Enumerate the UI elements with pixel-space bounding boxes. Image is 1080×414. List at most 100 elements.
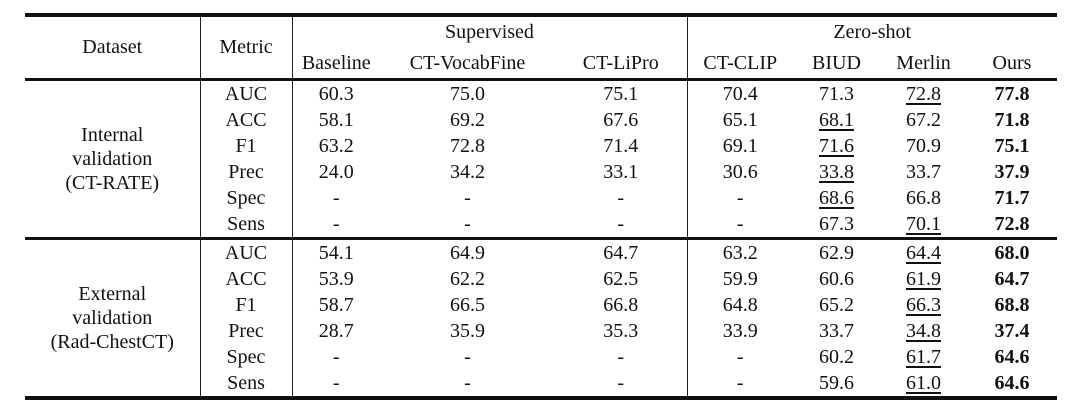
value-cell: - — [686, 344, 793, 370]
value-cell: 28.7 — [318, 319, 354, 342]
col-header-ours: Ours — [967, 48, 1057, 81]
table-row: Internal validation (CT-RATE) AUC 60.3 75.0 75… — [25, 79, 1057, 194]
value-cell: 67.2 — [906, 108, 941, 131]
value-cell: 64.6 — [994, 371, 1030, 394]
value-cell: 33.1 — [603, 160, 639, 183]
group-header-zero-shot: Zero-shot — [686, 15, 1057, 48]
value-cell: 66.8 — [603, 293, 639, 316]
value-cell: 24.0 — [318, 160, 354, 183]
value-cell: 75.0 — [450, 82, 485, 105]
value-cell: - — [617, 371, 625, 394]
dataset-label: External validation (Rad-ChestCT) — [25, 237, 200, 398]
value-cell: 68.0 — [967, 237, 1057, 266]
value-cell: 69.1 — [686, 133, 793, 159]
metric-cell: Prec — [199, 318, 293, 344]
value-cell: 34.2 — [450, 160, 485, 183]
value-cell: - — [686, 185, 793, 211]
dataset-label-line: Internal — [81, 124, 144, 146]
value-cell: 35.3 — [603, 319, 639, 342]
col-header-metric: Metric — [199, 15, 293, 81]
table-row: Spec - - - - 60.2 61.7 64.6 — [25, 344, 1057, 370]
value-cell: - — [617, 345, 625, 368]
table-row: External validation (Rad-ChestCT) AUC 54.1 64… — [25, 237, 1057, 398]
value-cell: 63.2 — [686, 237, 793, 266]
value-cell: - — [464, 371, 471, 394]
value-cell: 30.6 — [686, 159, 793, 185]
value-cell: 70.1 — [906, 212, 941, 235]
value-cell: 33.8 — [819, 160, 854, 183]
value-cell: 64.4 — [880, 237, 967, 266]
col-header-baseline: Baseline — [292, 48, 380, 81]
value-cell: 71.3 — [819, 82, 854, 105]
value-cell: - — [332, 345, 340, 368]
value-cell: 68.6 — [819, 186, 854, 209]
value-cell: 61.0 — [906, 371, 941, 394]
metric-cell: F1 — [199, 292, 293, 318]
dataset-label-line: (Rad-ChestCT) — [50, 331, 174, 353]
value-cell: - — [332, 212, 340, 235]
col-header-merlin: Merlin — [880, 48, 967, 81]
value-cell: 71.6 — [819, 134, 854, 157]
table-row: Prec 24.0 34.2 33.1 30.6 33.8 33.7 37.9 — [25, 159, 1057, 185]
value-cell: 75.1 — [603, 82, 639, 105]
dataset-label-line: External — [78, 283, 147, 305]
value-cell: - — [332, 186, 340, 209]
value-cell: - — [686, 370, 793, 398]
metric-cell: AUC — [199, 79, 293, 107]
table-row: ACC 53.9 62.2 62.5 59.9 60.6 61.9 64.7 — [25, 266, 1057, 292]
value-cell: 72.8 — [994, 212, 1030, 235]
value-cell: 64.7 — [555, 237, 687, 266]
table-row: F1 58.7 66.5 66.8 64.8 65.2 66.3 68.8 — [25, 292, 1057, 318]
value-cell: 59.9 — [686, 266, 793, 292]
metric-cell: Sens — [199, 370, 293, 398]
results-table: Dataset Metric Supervised Zero-shot Base… — [25, 13, 1057, 400]
table-row: F1 63.2 72.8 71.4 69.1 71.6 70.9 75.1 — [25, 133, 1057, 159]
metric-cell: F1 — [199, 133, 293, 159]
table-header: Dataset Metric Supervised Zero-shot Base… — [25, 15, 1057, 81]
value-cell: 33.7 — [819, 319, 854, 342]
value-cell: 33.7 — [906, 160, 941, 183]
value-cell: 54.1 — [292, 237, 380, 266]
value-cell: 68.1 — [819, 108, 854, 131]
value-cell: 58.7 — [318, 293, 354, 316]
metric-cell: Spec — [199, 185, 293, 211]
value-cell: - — [686, 211, 793, 239]
value-cell: 72.8 — [450, 134, 485, 157]
dataset-label-line: (CT-RATE) — [65, 172, 160, 194]
value-cell: 62.9 — [793, 237, 880, 266]
value-cell: 65.1 — [686, 107, 793, 133]
value-cell: 71.8 — [994, 108, 1030, 131]
value-cell: 33.9 — [686, 318, 793, 344]
value-cell: 60.3 — [318, 82, 354, 105]
value-cell: 64.8 — [686, 292, 793, 318]
table-row: Prec 28.7 35.9 35.3 33.9 33.7 34.8 37.4 — [25, 318, 1057, 344]
value-cell: 71.4 — [603, 134, 639, 157]
col-header-ct-lipro: CT-LiPro — [555, 48, 687, 81]
value-cell: 70.4 — [686, 79, 793, 107]
value-cell: 58.1 — [318, 108, 354, 131]
value-cell: 60.2 — [819, 345, 854, 368]
value-cell: 66.5 — [450, 293, 485, 316]
col-header-ct-vocabfine: CT-VocabFine — [380, 48, 555, 81]
value-cell: 67.3 — [819, 212, 854, 235]
value-cell: 60.6 — [819, 267, 854, 290]
value-cell: 64.7 — [994, 267, 1030, 290]
value-cell: 72.8 — [906, 82, 941, 105]
dataset-label-line: validation — [72, 148, 153, 170]
value-cell: 63.2 — [318, 134, 354, 157]
metric-cell: Sens — [199, 211, 293, 239]
metric-cell: ACC — [199, 107, 293, 133]
col-header-ct-clip: CT-CLIP — [686, 48, 793, 81]
table-row: Spec - - - - 68.6 66.8 71.7 — [25, 185, 1057, 211]
col-header-biud: BIUD — [793, 48, 880, 81]
value-cell: 70.9 — [906, 134, 941, 157]
metric-cell: Prec — [199, 159, 293, 185]
value-cell: 65.2 — [819, 293, 854, 316]
value-cell: 71.7 — [994, 186, 1030, 209]
value-cell: - — [464, 186, 471, 209]
value-cell: 66.3 — [906, 293, 941, 316]
value-cell: - — [617, 186, 625, 209]
table-row: Sens - - - - 59.6 61.0 64.6 — [25, 370, 1057, 398]
value-cell: 37.9 — [994, 160, 1030, 183]
